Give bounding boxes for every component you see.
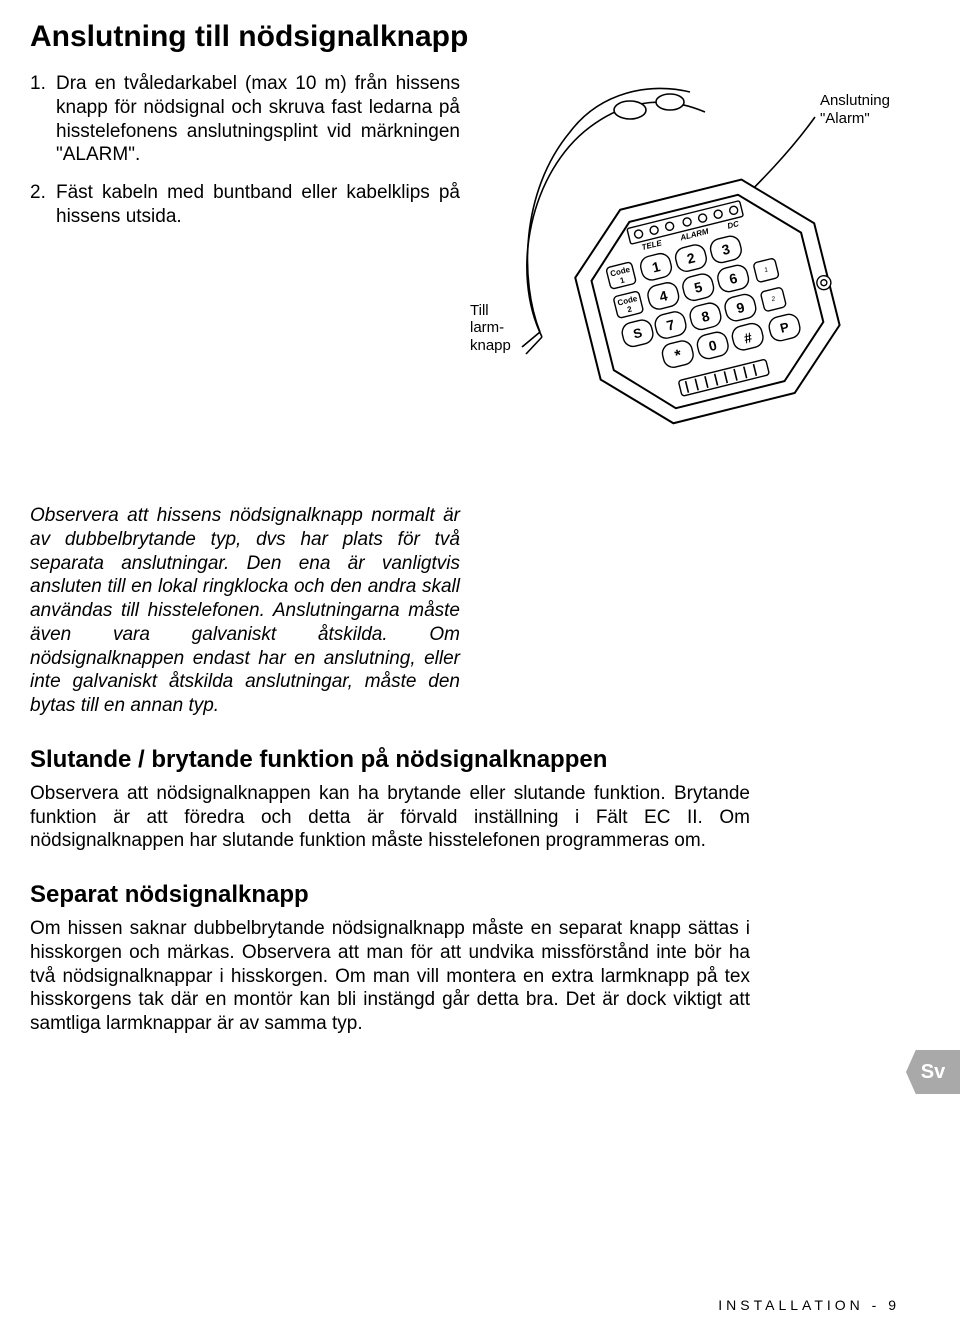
step-text: Fäst kabeln med buntband eller kabel­kli… <box>56 181 460 229</box>
device-svg: TELE ALARM DC Code 1 1 <box>480 72 900 492</box>
diagram-till-1: Till <box>470 302 530 319</box>
step-number: 1. <box>30 72 56 167</box>
page-title: Anslutning till nödsignalknapp <box>30 20 900 54</box>
diagram-till-2: larm- <box>470 319 530 336</box>
steps-column: 1. Dra en tvåledarkabel (max 10 m) från … <box>30 72 460 243</box>
section3-heading: Separat nödsignalknapp <box>30 881 900 909</box>
device-diagram: Anslutning "Alarm" Till larm- knapp <box>480 72 900 492</box>
section2-body: Observera att nödsignalknappen kan ha br… <box>30 782 750 853</box>
section3-body: Om hissen saknar dubbelbrytande nödsigna… <box>30 917 750 1036</box>
step-text: Dra en tvåledarkabel (max 10 m) från his… <box>56 72 460 167</box>
step-item: 2. Fäst kabeln med buntband eller kabel­… <box>30 181 460 229</box>
language-tab: Sv <box>906 1050 960 1094</box>
step-item: 1. Dra en tvåledarkabel (max 10 m) från … <box>30 72 460 167</box>
diagram-conn-label-2: "Alarm" <box>820 110 890 128</box>
section2-heading: Slutande / brytande funktion på nödsigna… <box>30 746 900 774</box>
page-footer: INSTALLATION - 9 <box>718 1297 900 1313</box>
diagram-till-3: knapp <box>470 337 530 354</box>
step-number: 2. <box>30 181 56 229</box>
diagram-conn-label-1: Anslutning <box>820 92 890 110</box>
italic-note: Observera att hissens nödsignalknapp nor… <box>30 504 460 718</box>
